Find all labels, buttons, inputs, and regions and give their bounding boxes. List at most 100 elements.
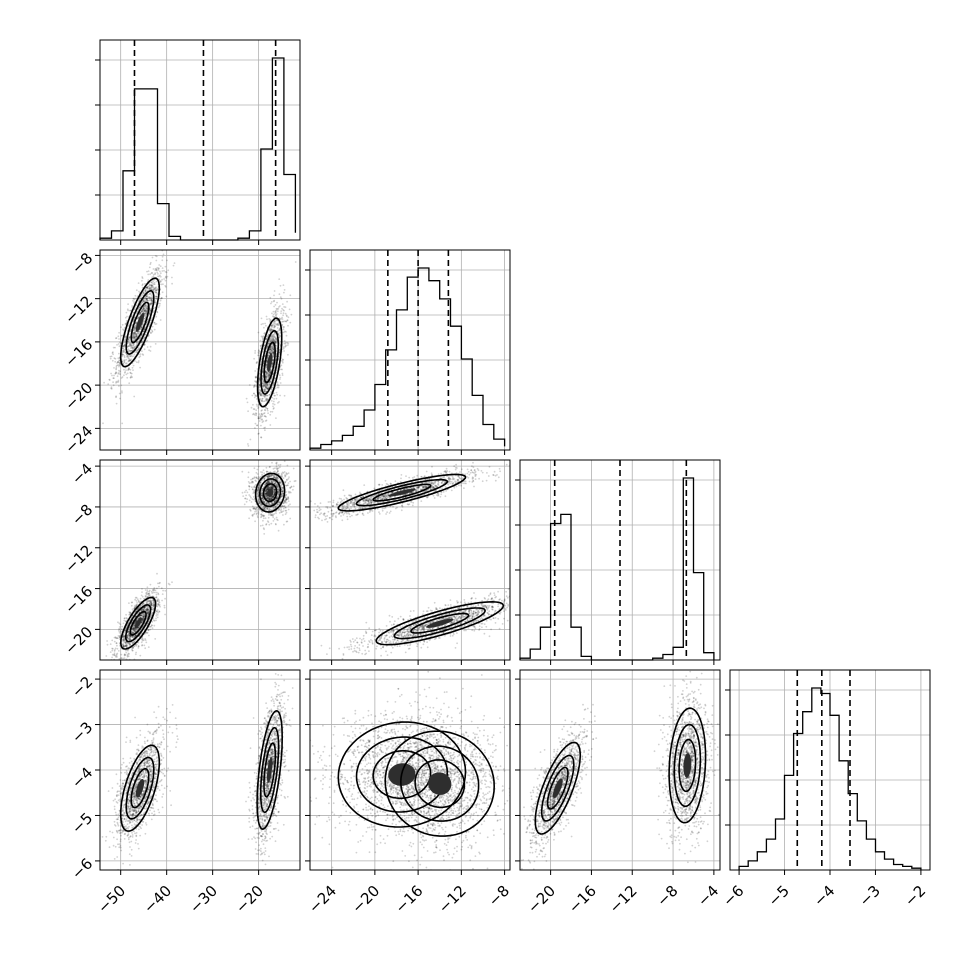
sample-point — [155, 613, 158, 615]
sample-point — [116, 647, 119, 650]
sample-point — [111, 649, 114, 652]
sample-point — [270, 334, 273, 337]
sample-point — [152, 280, 155, 283]
sample-point — [251, 514, 254, 517]
sample-point — [274, 325, 276, 328]
sample-point — [108, 378, 111, 381]
sample-point — [144, 639, 147, 641]
sample-point — [115, 364, 118, 367]
sample-point — [268, 371, 271, 374]
sample-point — [152, 287, 155, 289]
sample-point — [117, 381, 120, 383]
sample-point — [135, 341, 138, 344]
sample-point — [156, 311, 159, 313]
sample-point — [148, 323, 151, 326]
sample-point — [282, 477, 285, 480]
sample-point — [265, 394, 268, 397]
sample-point — [111, 656, 113, 659]
sample-point — [154, 343, 157, 345]
sample-point — [265, 376, 268, 378]
sample-point — [158, 610, 161, 613]
sample-point — [264, 373, 267, 376]
sample-point — [263, 395, 265, 397]
sample-point — [122, 363, 125, 366]
sample-point — [267, 333, 270, 336]
sample-point — [146, 299, 149, 302]
sample-point — [145, 311, 148, 314]
sample-point — [166, 259, 168, 262]
sample-point — [116, 375, 119, 378]
sample-point — [148, 297, 151, 300]
sample-point — [272, 323, 274, 326]
sample-point — [261, 336, 264, 338]
sample-point — [115, 396, 117, 399]
sample-point — [141, 310, 144, 313]
sample-point — [135, 297, 137, 300]
sample-point — [142, 292, 145, 294]
sample-point — [253, 392, 255, 395]
sample-point — [141, 283, 144, 286]
sample-point — [132, 318, 135, 321]
sample-point — [265, 415, 267, 418]
sample-point — [284, 346, 286, 348]
sample-point — [128, 342, 131, 345]
sample-point — [133, 335, 136, 338]
sample-point — [125, 651, 128, 654]
sample-point — [270, 522, 273, 525]
sample-point — [151, 282, 154, 285]
sample-point — [134, 331, 137, 333]
sample-point — [167, 269, 170, 272]
sample-point — [145, 299, 148, 301]
sample-point — [150, 301, 153, 304]
sample-point — [272, 351, 275, 354]
sample-point — [272, 348, 275, 351]
sample-point — [120, 384, 123, 387]
sample-point — [123, 374, 125, 377]
sample-point — [115, 642, 118, 644]
sample-point — [117, 373, 120, 375]
sample-point — [138, 332, 141, 335]
sample-point — [266, 378, 269, 381]
sample-point — [274, 470, 276, 473]
panel-frame — [99, 39, 301, 241]
sample-point — [268, 457, 270, 459]
sample-point — [144, 315, 146, 317]
sample-point — [153, 624, 156, 627]
sample-point — [147, 273, 150, 276]
sample-point — [171, 282, 174, 285]
sample-point — [247, 410, 250, 413]
sample-point — [134, 328, 136, 331]
sample-point — [264, 429, 266, 432]
sample-point — [265, 466, 268, 469]
sample-point — [133, 297, 136, 300]
sample-point — [129, 350, 132, 352]
sample-point — [143, 283, 146, 285]
sample-point — [123, 351, 126, 353]
sample-point — [117, 343, 120, 345]
sample-point — [262, 517, 265, 520]
sample-point — [257, 354, 259, 357]
sample-point — [112, 381, 114, 384]
sample-point — [129, 376, 132, 379]
sample-point — [273, 294, 275, 297]
sample-point — [155, 614, 158, 617]
sample-point — [146, 339, 149, 342]
sample-point — [266, 356, 269, 359]
sample-point — [275, 417, 277, 419]
sample-point — [123, 360, 126, 363]
sample-point — [150, 299, 153, 302]
sample-point — [141, 644, 144, 646]
sample-point — [254, 376, 257, 378]
sample-point — [272, 381, 275, 384]
sample-point — [130, 350, 132, 352]
sample-point — [116, 644, 118, 647]
sample-point — [114, 372, 117, 375]
sample-point — [272, 348, 275, 351]
sample-point — [261, 415, 263, 418]
sample-point — [135, 333, 138, 336]
sample-point — [254, 376, 257, 379]
sample-point — [123, 349, 125, 351]
sample-point — [112, 647, 114, 650]
sample-point — [145, 306, 148, 309]
sample-point — [277, 322, 280, 325]
